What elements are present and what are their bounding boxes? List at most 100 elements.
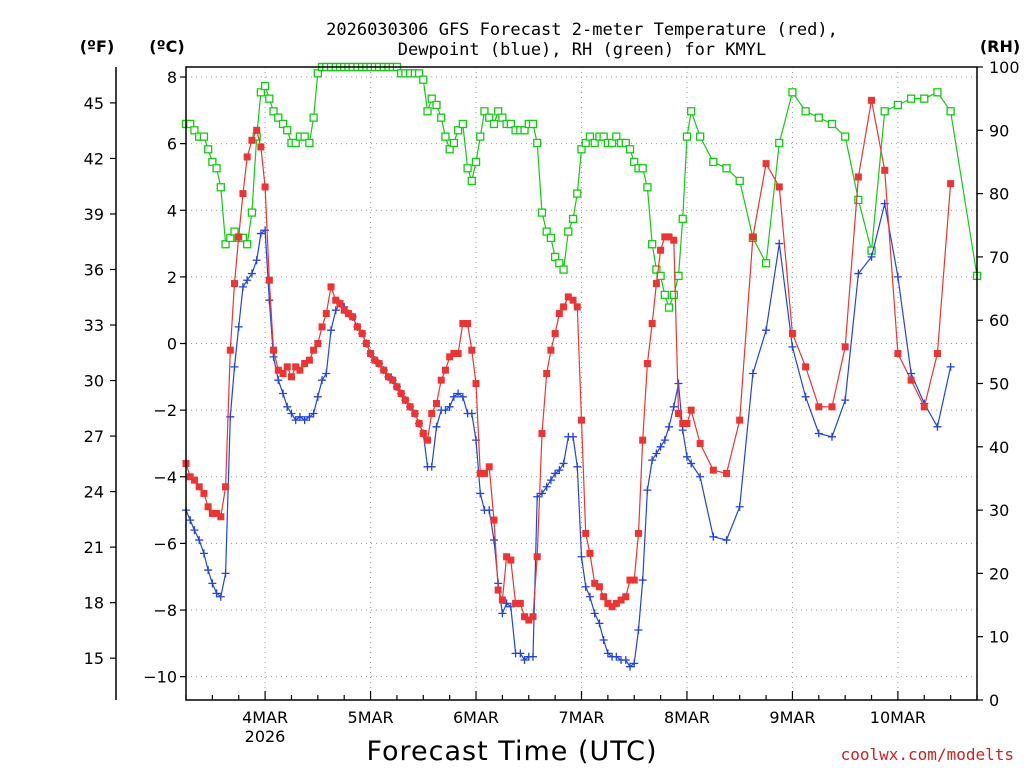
axes: −10−8−6−4−202468151821242730333639424501… <box>84 58 1020 727</box>
dewpoint-point <box>841 396 850 405</box>
right-axis-unit-rh: (RH) <box>980 37 1020 56</box>
rh-point <box>494 107 503 116</box>
rh-tick-label: 50 <box>989 375 1009 394</box>
temperature-point <box>543 370 551 378</box>
rh-point <box>735 176 744 186</box>
dewpoint-point <box>331 306 340 315</box>
dewpoint-point <box>528 652 537 661</box>
dewpoint-point <box>551 469 560 478</box>
temperature-point <box>190 476 198 484</box>
dewpoint-point <box>204 566 213 575</box>
temperature-point <box>639 436 647 444</box>
temperature-point <box>464 320 472 328</box>
dewpoint-point <box>656 442 665 451</box>
temperature-point <box>881 166 889 174</box>
rh-tick-label: 40 <box>989 438 1009 457</box>
dewpoint-point <box>247 269 256 278</box>
rh-point <box>590 138 599 148</box>
rh-point <box>559 265 568 274</box>
temperature-point <box>665 233 673 241</box>
rh-point <box>305 138 314 148</box>
rh-point <box>801 107 810 116</box>
temperature-point <box>389 376 397 384</box>
rh-tick-label: 10 <box>989 628 1009 647</box>
rh-point <box>652 265 661 274</box>
dewpoint-point <box>595 619 604 628</box>
temperature-line <box>185 100 952 621</box>
dewpoint-point <box>630 659 639 668</box>
dewpoint-point <box>546 476 555 485</box>
temperature-point <box>947 180 955 188</box>
rh-tick-label: 20 <box>989 564 1009 583</box>
dewpoint-point <box>542 482 551 491</box>
temperature-point <box>393 383 401 391</box>
fahrenheit-tick-label: 30 <box>84 372 104 391</box>
dewpoint-point <box>195 536 204 545</box>
x-tick-label: 6MAR <box>453 708 499 727</box>
rh-point <box>546 233 556 243</box>
temperature-point <box>643 360 651 368</box>
dewpoint-point <box>256 229 265 238</box>
dewpoint-point <box>238 282 247 291</box>
temperature-point <box>507 556 515 564</box>
temperature-point <box>301 360 309 368</box>
temperature-point <box>476 469 484 477</box>
rh-point <box>291 138 300 148</box>
temperature-point <box>564 293 572 301</box>
dewpoint-point <box>682 452 691 461</box>
rh-point <box>946 107 955 116</box>
rh-point <box>208 157 217 167</box>
dewpoint-point <box>665 422 674 431</box>
rh-point <box>449 138 459 148</box>
rh-tick-label: 80 <box>989 185 1009 204</box>
temperature-point <box>617 596 625 604</box>
dewpoint-point <box>678 426 687 435</box>
rh-point <box>854 195 863 205</box>
dewpoint-point <box>427 462 436 471</box>
dewpoint-point <box>186 516 195 525</box>
temperature-point <box>709 466 717 474</box>
dewpoint-point <box>458 392 467 401</box>
celsius-tick-label: 0 <box>167 335 177 354</box>
rh-point <box>841 132 850 141</box>
rh-tick-label: 90 <box>989 121 1009 140</box>
rh-point <box>555 259 564 268</box>
temperature-point <box>314 340 322 348</box>
temperature-point <box>296 366 304 374</box>
rh-point <box>788 88 797 97</box>
x-tick-label: 5MAR <box>348 708 394 727</box>
temperature-point <box>310 346 318 354</box>
temperature-point <box>815 403 823 411</box>
temperature-point <box>679 419 687 427</box>
rh-point <box>599 132 608 141</box>
credit-text[interactable]: coolwx.com/modelts <box>841 745 1014 764</box>
rh-point <box>437 113 446 122</box>
dewpoint-point <box>327 326 336 335</box>
temperature-point <box>459 320 467 328</box>
dewpoint-point <box>573 462 582 471</box>
dewpoint-point <box>279 389 288 398</box>
dewpoint-point <box>454 389 463 398</box>
temperature-point <box>696 439 704 447</box>
celsius-tick-label: 4 <box>167 201 177 220</box>
rh-point <box>463 164 472 173</box>
celsius-tick-label: −6 <box>153 534 177 553</box>
temperature-point <box>920 403 928 411</box>
dewpoint-point <box>265 296 274 305</box>
rh-point <box>906 94 916 103</box>
rh-point <box>283 126 292 135</box>
temperature-point <box>318 323 326 331</box>
rh-point <box>221 240 230 249</box>
temperature-point <box>894 350 902 358</box>
temperature-point <box>749 233 757 241</box>
temperature-point <box>468 346 476 354</box>
temperature-point <box>648 320 656 328</box>
dewpoint-point <box>696 472 705 481</box>
temperature-point <box>480 469 488 477</box>
temperature-point <box>204 503 212 511</box>
rh-point <box>309 113 318 122</box>
temperature-point <box>652 280 660 288</box>
temperature-point <box>265 276 273 284</box>
rh-point <box>441 132 450 141</box>
